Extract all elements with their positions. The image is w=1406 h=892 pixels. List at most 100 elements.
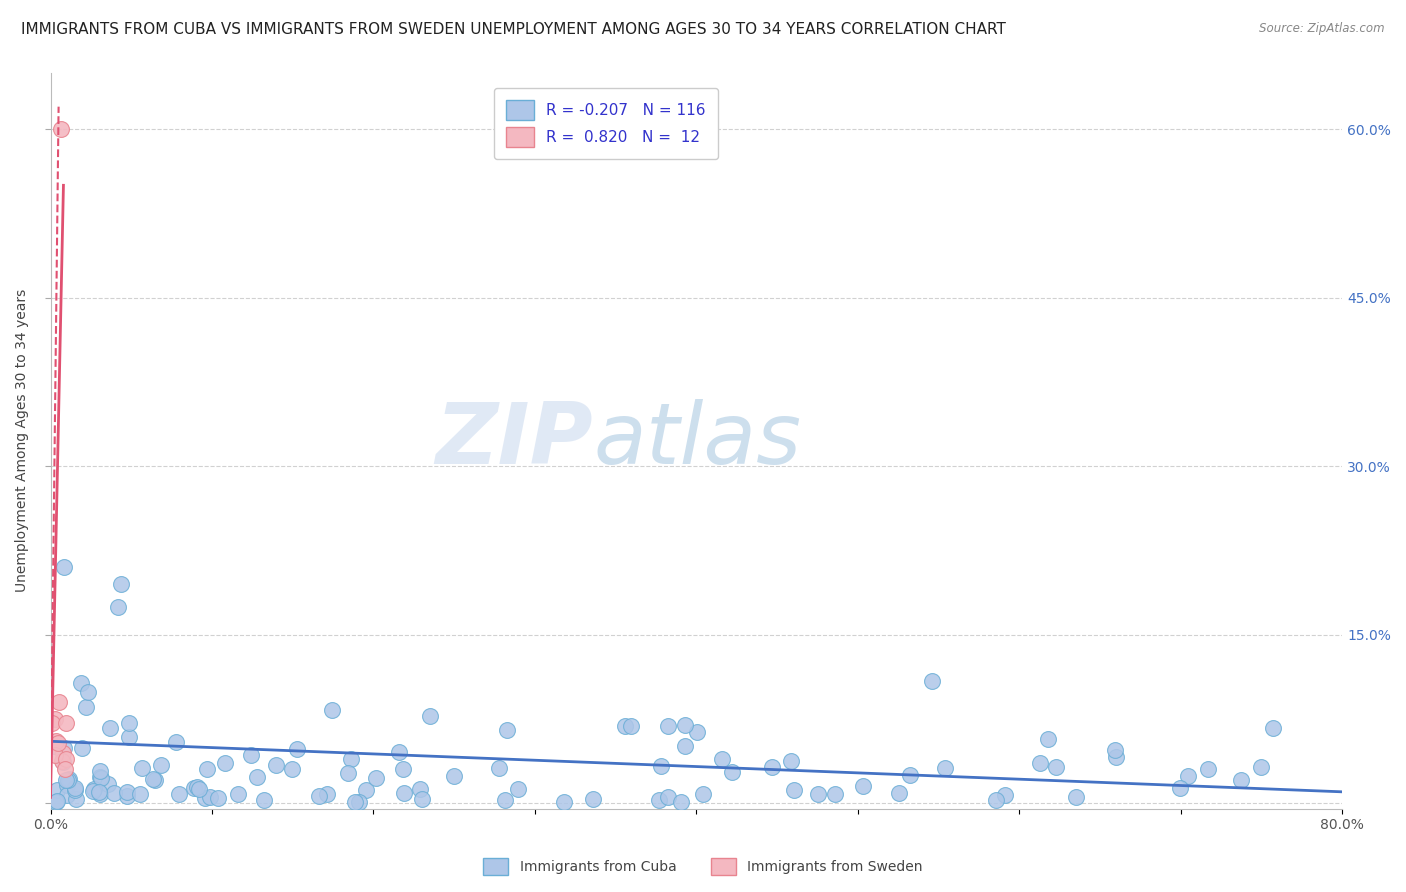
- Text: Source: ZipAtlas.com: Source: ZipAtlas.com: [1260, 22, 1385, 36]
- Point: [70, 741, 93, 756]
- Point: [107, 599, 129, 614]
- Point: [90, 772, 112, 786]
- Point: [887, 786, 910, 800]
- Point: [1045, 760, 1067, 774]
- Point: [246, 770, 269, 784]
- Point: [214, 756, 236, 771]
- Point: [45, 734, 67, 748]
- Point: [143, 773, 166, 788]
- Point: [82, 784, 104, 798]
- Point: [994, 788, 1017, 802]
- Point: [128, 787, 150, 801]
- Point: [692, 787, 714, 801]
- Point: [496, 723, 519, 737]
- Point: [1261, 721, 1284, 735]
- Point: [55, 772, 77, 787]
- Point: [110, 577, 132, 591]
- Point: [392, 786, 415, 800]
- Point: [1250, 760, 1272, 774]
- Point: [494, 793, 516, 807]
- Point: [1029, 756, 1052, 771]
- Point: [44, 712, 66, 726]
- Point: [1036, 732, 1059, 747]
- Point: [898, 768, 921, 782]
- Point: [115, 785, 138, 799]
- Point: [44, 747, 66, 762]
- Point: [165, 735, 187, 749]
- Point: [42, 739, 65, 753]
- Point: [149, 758, 172, 772]
- Point: [411, 792, 433, 806]
- Point: [553, 795, 575, 809]
- Point: [620, 719, 643, 733]
- Text: atlas: atlas: [593, 400, 801, 483]
- Point: [118, 730, 141, 744]
- Point: [337, 766, 360, 780]
- Point: [70, 676, 93, 690]
- Point: [1197, 763, 1219, 777]
- Point: [83, 782, 105, 797]
- Point: [1230, 772, 1253, 787]
- Point: [183, 780, 205, 795]
- Point: [253, 793, 276, 807]
- Point: [280, 762, 302, 776]
- Point: [188, 782, 211, 797]
- Point: [354, 783, 377, 797]
- Point: [419, 709, 441, 723]
- Point: [55, 752, 77, 766]
- Point: [77, 685, 100, 699]
- Point: [56, 772, 79, 787]
- Point: [131, 761, 153, 775]
- Point: [657, 790, 679, 805]
- Point: [308, 789, 330, 803]
- Point: [87, 785, 110, 799]
- Point: [648, 793, 671, 807]
- Point: [55, 788, 77, 802]
- Point: [1104, 742, 1126, 756]
- Point: [142, 772, 165, 786]
- Point: [89, 770, 111, 784]
- Point: [167, 788, 190, 802]
- Point: [46, 736, 69, 750]
- Legend: R = -0.207   N = 116, R =  0.820   N =  12: R = -0.207 N = 116, R = 0.820 N = 12: [494, 88, 718, 160]
- Point: [392, 762, 415, 776]
- Point: [45, 795, 67, 809]
- Point: [264, 758, 287, 772]
- Legend: Immigrants from Cuba, Immigrants from Sweden: Immigrants from Cuba, Immigrants from Sw…: [478, 853, 928, 880]
- Point: [65, 780, 87, 795]
- Point: [1105, 749, 1128, 764]
- Point: [409, 781, 432, 796]
- Point: [686, 725, 709, 739]
- Point: [46, 794, 69, 808]
- Point: [194, 790, 217, 805]
- Point: [55, 778, 77, 792]
- Point: [53, 560, 76, 574]
- Point: [783, 782, 806, 797]
- Point: [240, 747, 263, 762]
- Point: [443, 769, 465, 783]
- Text: IMMIGRANTS FROM CUBA VS IMMIGRANTS FROM SWEDEN UNEMPLOYMENT AMONG AGES 30 TO 34 : IMMIGRANTS FROM CUBA VS IMMIGRANTS FROM …: [21, 22, 1005, 37]
- Y-axis label: Unemployment Among Ages 30 to 34 years: Unemployment Among Ages 30 to 34 years: [15, 289, 30, 592]
- Point: [488, 761, 510, 775]
- Point: [779, 754, 801, 768]
- Point: [89, 764, 111, 779]
- Point: [207, 791, 229, 805]
- Point: [657, 719, 679, 733]
- Point: [52, 746, 75, 760]
- Point: [340, 752, 363, 766]
- Point: [852, 779, 875, 793]
- Point: [103, 786, 125, 800]
- Point: [55, 716, 77, 731]
- Point: [117, 789, 139, 803]
- Point: [285, 742, 308, 756]
- Point: [55, 762, 77, 776]
- Point: [581, 792, 603, 806]
- Point: [53, 740, 76, 755]
- Point: [186, 780, 208, 794]
- Point: [75, 699, 97, 714]
- Point: [97, 777, 120, 791]
- Point: [51, 754, 73, 768]
- Point: [117, 715, 139, 730]
- Point: [388, 745, 411, 759]
- Point: [65, 791, 87, 805]
